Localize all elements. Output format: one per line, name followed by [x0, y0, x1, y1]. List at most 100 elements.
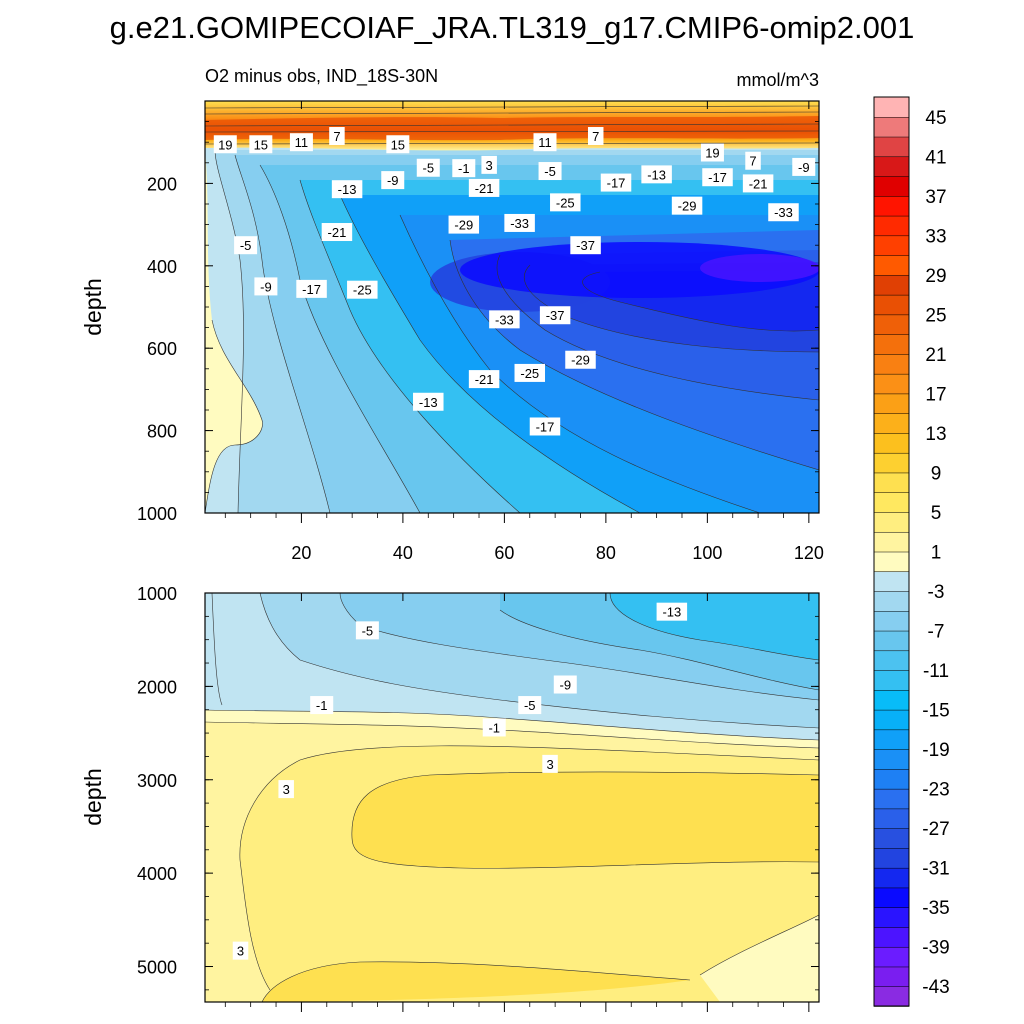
- lower-contour-label-box: [232, 941, 249, 960]
- upper-contour-label-text: -33: [495, 312, 514, 327]
- upper-contour-label-box: [671, 196, 703, 215]
- upper-contour-label-text: -29: [454, 218, 473, 233]
- upper-contour-label-box: [700, 143, 724, 162]
- upper-contour-label-box: [641, 165, 672, 184]
- upper-contour-label: -13: [413, 392, 444, 411]
- upper-contour-label-text: 11: [538, 135, 552, 150]
- colorbar-tick-label: 13: [925, 424, 946, 445]
- upper-contour-label-text: -37: [546, 308, 565, 323]
- upper-contour-label-text: -25: [520, 366, 539, 381]
- lower-contour-label-box: [482, 718, 506, 737]
- upper-contour-label: -21: [468, 370, 500, 389]
- upper-contour-label: 11: [533, 133, 557, 152]
- upper-contour-label-text: -17: [536, 419, 555, 434]
- colorbar-tick-label: -35: [922, 898, 949, 919]
- colorbar-swatch: [873, 827, 910, 849]
- lower-contour-label: -9: [553, 675, 577, 694]
- upper-xtick-label: 80: [596, 543, 616, 563]
- upper-contour-label-text: -5: [240, 238, 252, 253]
- lower-ytick-label: 5000: [137, 958, 177, 978]
- colorbar-swatch: [873, 491, 910, 513]
- lower-contour-label-text: -5: [524, 698, 536, 713]
- upper-contour-label-box: [448, 215, 480, 234]
- upper-contour-label-box: [702, 168, 733, 187]
- lower-contour-label-box: [355, 621, 379, 640]
- colorbar-tick-label: 9: [931, 463, 942, 484]
- upper-contour-label: -21: [468, 178, 500, 197]
- colorbar-tick-label: -15: [922, 701, 949, 722]
- colorbar-swatch: [873, 926, 910, 948]
- upper-contour-label-box: [504, 213, 535, 232]
- colorbar-swatch: [873, 393, 910, 414]
- colorbar-tick-label: -7: [928, 622, 945, 643]
- upper-contour-label-text: 15: [254, 137, 268, 152]
- upper-contour-label-box: [539, 306, 571, 325]
- colorbar-frame: [873, 96, 910, 1007]
- colorbar-tick-label: -19: [922, 740, 949, 761]
- upper-contour-label-box: [468, 178, 500, 197]
- upper-contour-label-box: [481, 155, 497, 174]
- lower-contour-label: -5: [355, 621, 379, 640]
- upper-contour-label-box: [452, 159, 476, 178]
- colorbar-swatch: [873, 531, 910, 553]
- upper-contour-label: -33: [768, 203, 799, 222]
- upper-contour-label: -13: [331, 180, 363, 199]
- colorbar-swatch: [873, 353, 910, 375]
- colorbar-swatch: [873, 748, 910, 770]
- colorbar-tick-label: 33: [925, 226, 946, 247]
- colorbar-swatch: [873, 887, 910, 908]
- upper-contour-label: -29: [448, 215, 480, 234]
- upper-contour-label-text: 11: [295, 135, 309, 150]
- upper-contour-label-text: -29: [678, 199, 697, 214]
- colorbar-swatch: [873, 551, 910, 573]
- lower-contour-label-text: -1: [316, 698, 328, 713]
- upper-contour-label: -13: [641, 165, 672, 184]
- upper-contour-label-text: -21: [475, 372, 494, 387]
- colorbar-swatch: [873, 195, 910, 217]
- lower-y-axis-title: depth: [80, 768, 106, 826]
- upper-ytick-label: 200: [147, 174, 177, 194]
- upper-y-axis-title: depth: [80, 278, 106, 336]
- upper-contour-label-box: [565, 350, 596, 369]
- lower-contour-fill: [205, 593, 819, 1002]
- upper-contour-label-text: -21: [749, 176, 768, 191]
- upper-xtick-label: 60: [494, 543, 514, 563]
- upper-contour-label-box: [331, 180, 363, 199]
- upper-xtick-label: 120: [794, 543, 824, 563]
- upper-contour-label-text: 15: [391, 137, 405, 152]
- upper-contour-label: 19: [213, 135, 237, 154]
- upper-contour-label-box: [289, 133, 313, 152]
- upper-contour-label-text: -9: [387, 173, 399, 188]
- colorbar-swatch: [873, 215, 910, 237]
- colorbar-swatch: [873, 235, 910, 256]
- colorbar-swatch: [873, 768, 910, 790]
- upper-contour-label-box: [768, 203, 799, 222]
- upper-contour-label: -17: [702, 168, 733, 187]
- upper-contour-label: -9: [792, 157, 816, 176]
- lower-contour-label-text: 3: [237, 944, 244, 959]
- lower-contour-label: -1: [482, 718, 506, 737]
- upper-contour-label: -17: [600, 173, 632, 192]
- upper-contour-label: -33: [504, 213, 535, 232]
- upper-contour-label-box: [234, 236, 258, 255]
- colorbar-swatch: [873, 136, 910, 158]
- upper-xtick-label: 40: [393, 543, 413, 563]
- colorbar-swatch: [873, 96, 910, 118]
- upper-contour-label-text: -13: [647, 167, 666, 182]
- upper-contour-label: -5: [234, 236, 258, 255]
- colorbar-swatch: [873, 156, 910, 177]
- upper-contour-label-text: -9: [260, 279, 272, 294]
- colorbar-tick-label: 1: [931, 543, 942, 564]
- colorbar-swatch: [873, 610, 910, 632]
- upper-contour-label: -9: [381, 171, 405, 190]
- upper-contour-label: -33: [489, 310, 520, 329]
- upper-contour-label-box: [296, 279, 327, 298]
- colorbar-swatch: [873, 571, 910, 592]
- colorbar-swatch: [873, 669, 910, 691]
- lower-contour-label-text: 3: [283, 782, 290, 797]
- upper-contour-label: -9: [254, 277, 278, 296]
- upper-contour-label: -21: [321, 223, 353, 242]
- upper-contour-label-box: [413, 392, 444, 411]
